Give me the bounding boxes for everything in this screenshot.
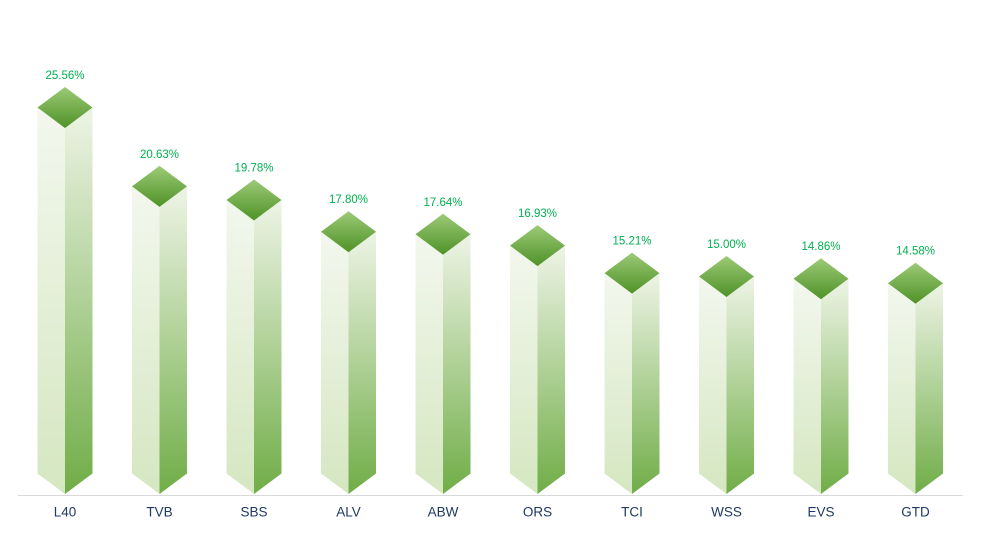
- bar-column[interactable]: [132, 165, 187, 495]
- bar-face-right: [65, 107, 93, 494]
- bar-face-right: [159, 186, 187, 495]
- bar-face-right: [443, 234, 471, 494]
- category-label: SBS: [240, 505, 267, 520]
- bar-column[interactable]: [699, 256, 754, 494]
- category-label: ALV: [336, 505, 361, 520]
- value-label: 14.58%: [896, 246, 935, 258]
- bar-column[interactable]: [415, 213, 471, 494]
- category-label: EVS: [807, 505, 834, 520]
- bar-face-left: [793, 278, 821, 494]
- value-label: 16.93%: [518, 208, 557, 220]
- bar-cap: [604, 252, 660, 294]
- bar-face-right: [915, 283, 943, 494]
- value-label: 14.86%: [801, 241, 840, 253]
- bar-face-left: [132, 186, 160, 495]
- bar-face-right: [348, 231, 376, 494]
- value-label: 17.64%: [423, 197, 462, 209]
- bar-cap: [699, 256, 754, 297]
- value-label: 17.80%: [329, 194, 368, 206]
- bar-face-right: [726, 276, 754, 494]
- category-label: ORS: [523, 505, 552, 520]
- bar-column[interactable]: [37, 87, 93, 494]
- bar-face-left: [415, 234, 443, 494]
- value-label: 25.56%: [45, 70, 84, 82]
- value-label: 15.00%: [707, 239, 746, 251]
- value-label: 20.63%: [140, 149, 179, 161]
- bar-column[interactable]: [604, 252, 660, 494]
- bar-cap: [321, 211, 376, 253]
- bar-face-right: [254, 200, 282, 494]
- bar-face-left: [604, 273, 632, 494]
- value-label: 15.21%: [612, 236, 651, 248]
- category-label: ABW: [428, 505, 459, 520]
- bar-column[interactable]: [321, 211, 376, 494]
- bar-face-left: [37, 107, 65, 494]
- category-label: TCI: [621, 505, 643, 520]
- bar-face-left: [699, 276, 727, 494]
- category-label: WSS: [711, 505, 742, 520]
- bar-face-left: [321, 231, 349, 494]
- bar-column[interactable]: [793, 258, 849, 494]
- category-label: GTD: [901, 505, 930, 520]
- bar-face-right: [632, 273, 660, 494]
- bar-cap: [226, 179, 282, 221]
- category-label: L40: [54, 505, 77, 520]
- bar-column[interactable]: [888, 262, 943, 494]
- bar-face-right: [537, 245, 565, 494]
- bar-face-left: [888, 283, 916, 494]
- bar-cap: [37, 87, 93, 129]
- bar-cap: [888, 262, 943, 304]
- bar-cap: [510, 225, 565, 267]
- category-label: TVB: [146, 505, 172, 520]
- bar-column[interactable]: [226, 179, 282, 494]
- bar-column[interactable]: [510, 225, 565, 494]
- bar-face-left: [226, 200, 254, 494]
- bar-face-left: [510, 245, 538, 494]
- bar-face-right: [821, 278, 849, 494]
- value-label: 19.78%: [234, 163, 273, 175]
- bar-cap: [793, 258, 849, 300]
- bar-cap: [415, 213, 471, 255]
- bar-cap: [132, 165, 187, 207]
